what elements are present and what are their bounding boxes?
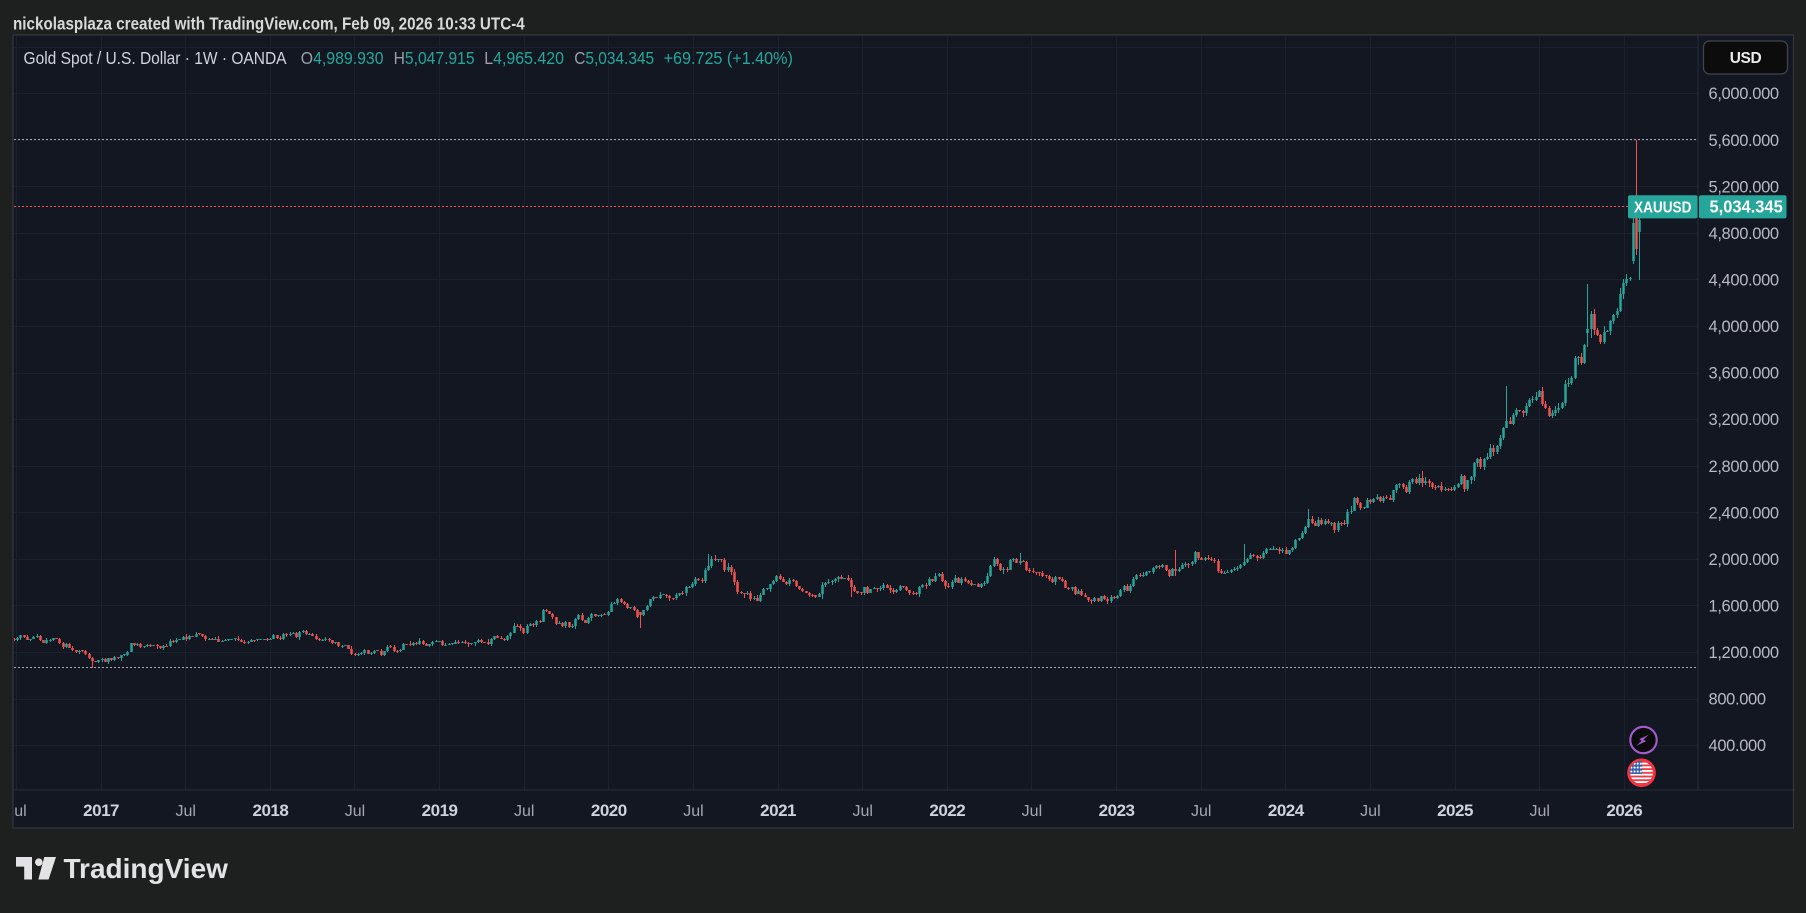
svg-text:C5,034.345: C5,034.345 [574, 49, 654, 68]
svg-text:nickolasplaza created with Tra: nickolasplaza created with TradingView.c… [13, 13, 525, 34]
svg-text:2,000.000: 2,000.000 [1709, 551, 1779, 569]
svg-text:1,200.000: 1,200.000 [1709, 644, 1779, 662]
svg-text:USD: USD [1730, 50, 1762, 67]
svg-text:2026: 2026 [1606, 801, 1642, 820]
svg-text:Jul: Jul [514, 803, 534, 820]
svg-text:2,400.000: 2,400.000 [1709, 504, 1779, 522]
svg-text:1,600.000: 1,600.000 [1709, 598, 1779, 616]
svg-text:Jul: Jul [1191, 803, 1211, 820]
svg-text:2023: 2023 [1099, 801, 1135, 820]
svg-text:2020: 2020 [591, 801, 627, 820]
svg-text:2021: 2021 [760, 801, 796, 820]
svg-text:+69.725 (+1.40%): +69.725 (+1.40%) [664, 49, 793, 69]
svg-text:XAUUSD: XAUUSD [1634, 200, 1691, 217]
svg-text:Gold Spot / U.S. Dollar · 1W ·: Gold Spot / U.S. Dollar · 1W · OANDA [24, 48, 287, 68]
svg-text:Jul: Jul [1022, 803, 1042, 820]
svg-text:O4,989.930: O4,989.930 [301, 48, 384, 68]
svg-text:5,034.345: 5,034.345 [1710, 197, 1783, 217]
svg-text:L4,965.420: L4,965.420 [484, 49, 564, 69]
svg-text:3,200.000: 3,200.000 [1709, 411, 1779, 429]
svg-text:Jul: Jul [345, 803, 365, 820]
svg-text:4,800.000: 4,800.000 [1709, 225, 1779, 243]
svg-text:6,000.000: 6,000.000 [1709, 85, 1779, 103]
svg-text:2024: 2024 [1268, 801, 1305, 820]
svg-text:5,600.000: 5,600.000 [1709, 132, 1779, 150]
svg-text:2022: 2022 [929, 801, 965, 820]
svg-text:Jul: Jul [6, 803, 26, 820]
svg-text:H5,047.915: H5,047.915 [394, 48, 475, 68]
svg-text:2019: 2019 [422, 801, 458, 820]
svg-text:Jul: Jul [175, 803, 195, 820]
svg-text:4,000.000: 4,000.000 [1709, 318, 1779, 336]
svg-text:2018: 2018 [252, 801, 288, 820]
svg-text:2017: 2017 [83, 801, 119, 820]
svg-text:Jul: Jul [852, 803, 872, 820]
svg-text:5,200.000: 5,200.000 [1709, 178, 1779, 196]
svg-text:TradingView: TradingView [64, 853, 229, 884]
svg-text:4,400.000: 4,400.000 [1709, 272, 1779, 290]
svg-text:Jul: Jul [1529, 803, 1549, 820]
svg-text:2025: 2025 [1437, 801, 1473, 820]
svg-text:800.000: 800.000 [1709, 691, 1766, 709]
svg-text:3,600.000: 3,600.000 [1709, 365, 1779, 383]
svg-text:Jul: Jul [1360, 803, 1380, 820]
svg-text:400.000: 400.000 [1709, 737, 1766, 755]
svg-text:2,800.000: 2,800.000 [1709, 458, 1779, 476]
svg-text:Jul: Jul [683, 803, 703, 820]
